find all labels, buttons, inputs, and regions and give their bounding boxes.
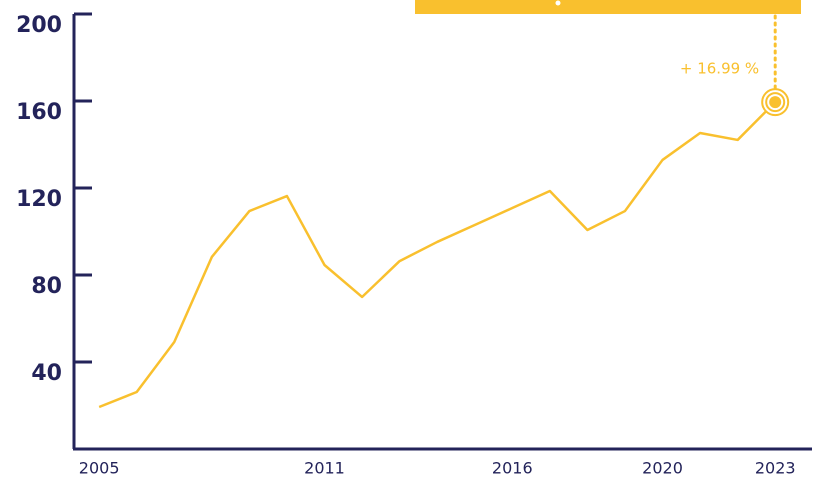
banner <box>415 0 801 14</box>
x-tick-label: 2020 <box>642 459 683 478</box>
y-tick-label: 40 <box>31 361 62 386</box>
end-ring <box>765 92 786 113</box>
x-tick-label: 2016 <box>492 459 533 478</box>
end-point <box>769 96 782 109</box>
banner-dot <box>555 0 561 6</box>
y-tick-label: 200 <box>16 13 62 38</box>
x-tick-label: 2011 <box>304 459 345 478</box>
y-tick-label: 120 <box>16 187 62 212</box>
x-tick-label: 2005 <box>79 459 120 478</box>
x-tick-label: 2023 <box>755 459 796 478</box>
annotation: + 16.99 % <box>680 60 759 78</box>
line <box>98 101 777 409</box>
y-tick-label: 80 <box>31 274 62 299</box>
y-tick-label: 160 <box>16 100 62 125</box>
